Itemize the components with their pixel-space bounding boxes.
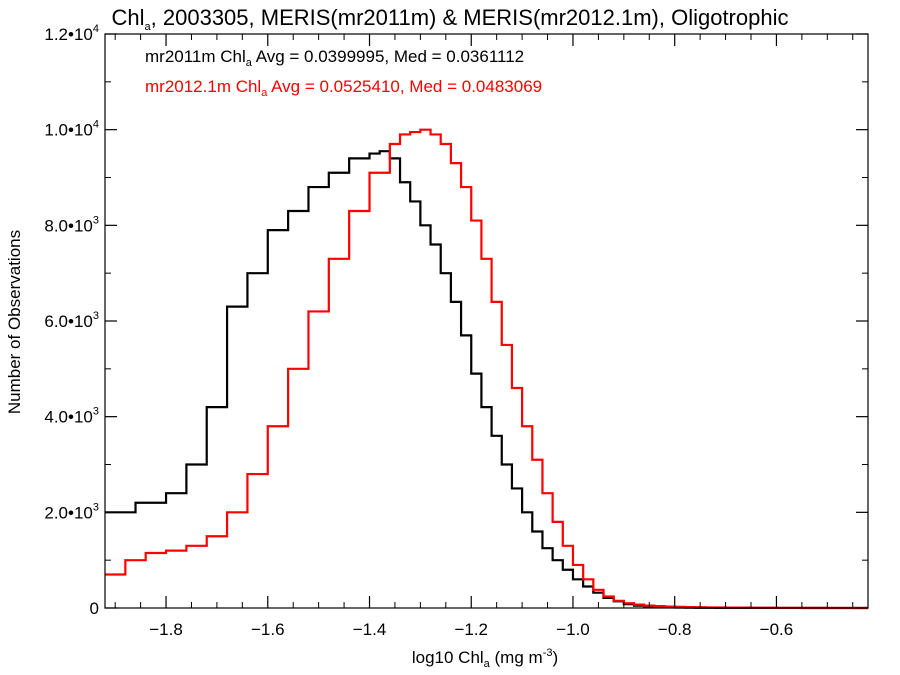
y-tick-label: 4.0•103 [44, 406, 99, 427]
x-tick-label: −1.2 [454, 620, 488, 639]
y-tick-label: 8.0•103 [44, 214, 99, 235]
y-tick-label: 1.2•104 [44, 23, 99, 44]
y-tick-label: 1.0•104 [44, 119, 99, 140]
x-tick-label: −1.4 [353, 620, 387, 639]
plot-frame [104, 33, 869, 609]
y-axis-label: Number of Observations [5, 230, 24, 414]
x-tick-label: −1.6 [251, 620, 285, 639]
x-tick-label: −1.0 [556, 620, 590, 639]
series-line-2 [105, 128, 868, 610]
y-tick-label: 0 [90, 599, 99, 618]
stats-line-mr2011m: mr2011m Chla Avg = 0.0399995, Med = 0.03… [145, 47, 524, 69]
x-tick-label: −0.6 [760, 620, 794, 639]
stats-line-mr2012-1m: mr2012.1m Chla Avg = 0.0525410, Med = 0.… [145, 77, 542, 99]
chart-title: Chla, 2003305, MERIS(mr2011m) & MERIS(mr… [112, 5, 789, 33]
x-axis-label: log10 Chla (mg m-3) [412, 647, 558, 670]
x-tick-label: −0.8 [658, 620, 692, 639]
y-tick-label: 6.0•103 [44, 310, 99, 331]
y-tick-label: 2.0•103 [44, 501, 99, 522]
series-line-1 [105, 150, 868, 610]
plot-area: −1.8 −1.6 −1.4 −1.2 −1.0 −0.8 −0.6 0 2.0•103 4.0•… [44, 23, 869, 639]
x-tick-label: −1.8 [149, 620, 183, 639]
